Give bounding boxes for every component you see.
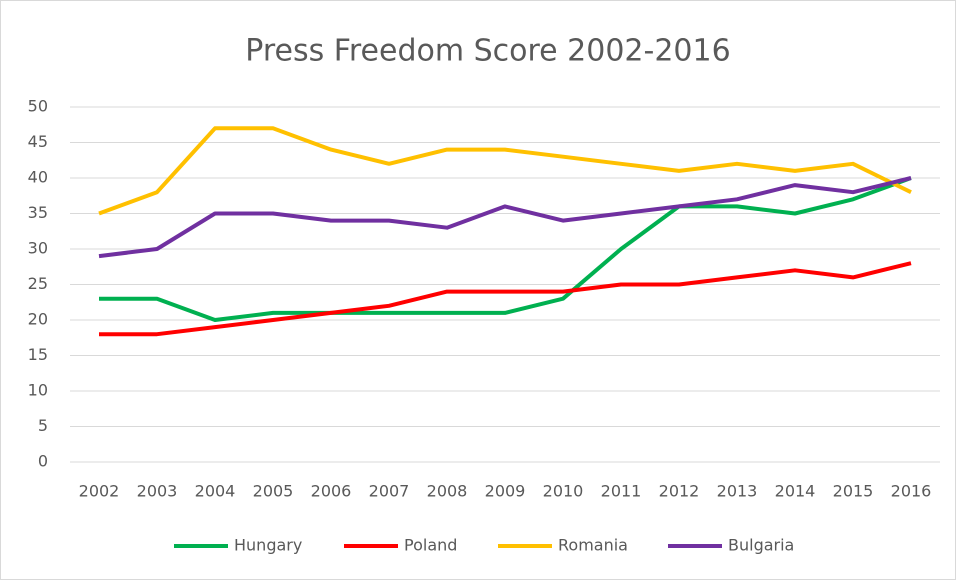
y-tick-label: 45 bbox=[28, 132, 48, 151]
x-tick-label: 2011 bbox=[601, 482, 642, 501]
x-tick-label: 2006 bbox=[311, 482, 352, 501]
x-tick-label: 2007 bbox=[369, 482, 410, 501]
y-tick-label: 10 bbox=[28, 381, 48, 400]
y-tick-label: 50 bbox=[28, 97, 48, 116]
x-tick-label: 2002 bbox=[79, 482, 120, 501]
series-line bbox=[98, 126, 912, 216]
y-tick-label: 40 bbox=[28, 168, 48, 187]
y-tick-label: 0 bbox=[38, 452, 48, 471]
legend-label: Romania bbox=[558, 536, 628, 555]
y-tick-label: 25 bbox=[28, 274, 48, 293]
x-tick-label: 2010 bbox=[543, 482, 584, 501]
x-tick-label: 2013 bbox=[717, 482, 758, 501]
x-tick-label: 2009 bbox=[485, 482, 526, 501]
y-tick-label: 20 bbox=[28, 310, 48, 329]
legend-label: Poland bbox=[404, 536, 457, 555]
chart-title: Press Freedom Score 2002-2016 bbox=[245, 34, 730, 69]
x-tick-label: 2015 bbox=[833, 482, 874, 501]
legend-label: Hungary bbox=[234, 536, 302, 555]
x-tick-label: 2003 bbox=[137, 482, 178, 501]
x-tick-label: 2016 bbox=[891, 482, 932, 501]
x-tick-label: 2008 bbox=[427, 482, 468, 501]
y-tick-label: 35 bbox=[28, 203, 48, 222]
series-line bbox=[98, 176, 912, 259]
x-tick-label: 2012 bbox=[659, 482, 700, 501]
x-tick-label: 2014 bbox=[775, 482, 816, 501]
x-tick-label: 2005 bbox=[253, 482, 294, 501]
series-line bbox=[99, 176, 912, 322]
y-tick-label: 5 bbox=[38, 416, 48, 435]
x-tick-label: 2004 bbox=[195, 482, 236, 501]
series-line bbox=[99, 261, 912, 337]
legend-label: Bulgaria bbox=[728, 536, 794, 555]
y-tick-label: 15 bbox=[28, 345, 48, 364]
y-tick-label: 30 bbox=[28, 239, 48, 258]
